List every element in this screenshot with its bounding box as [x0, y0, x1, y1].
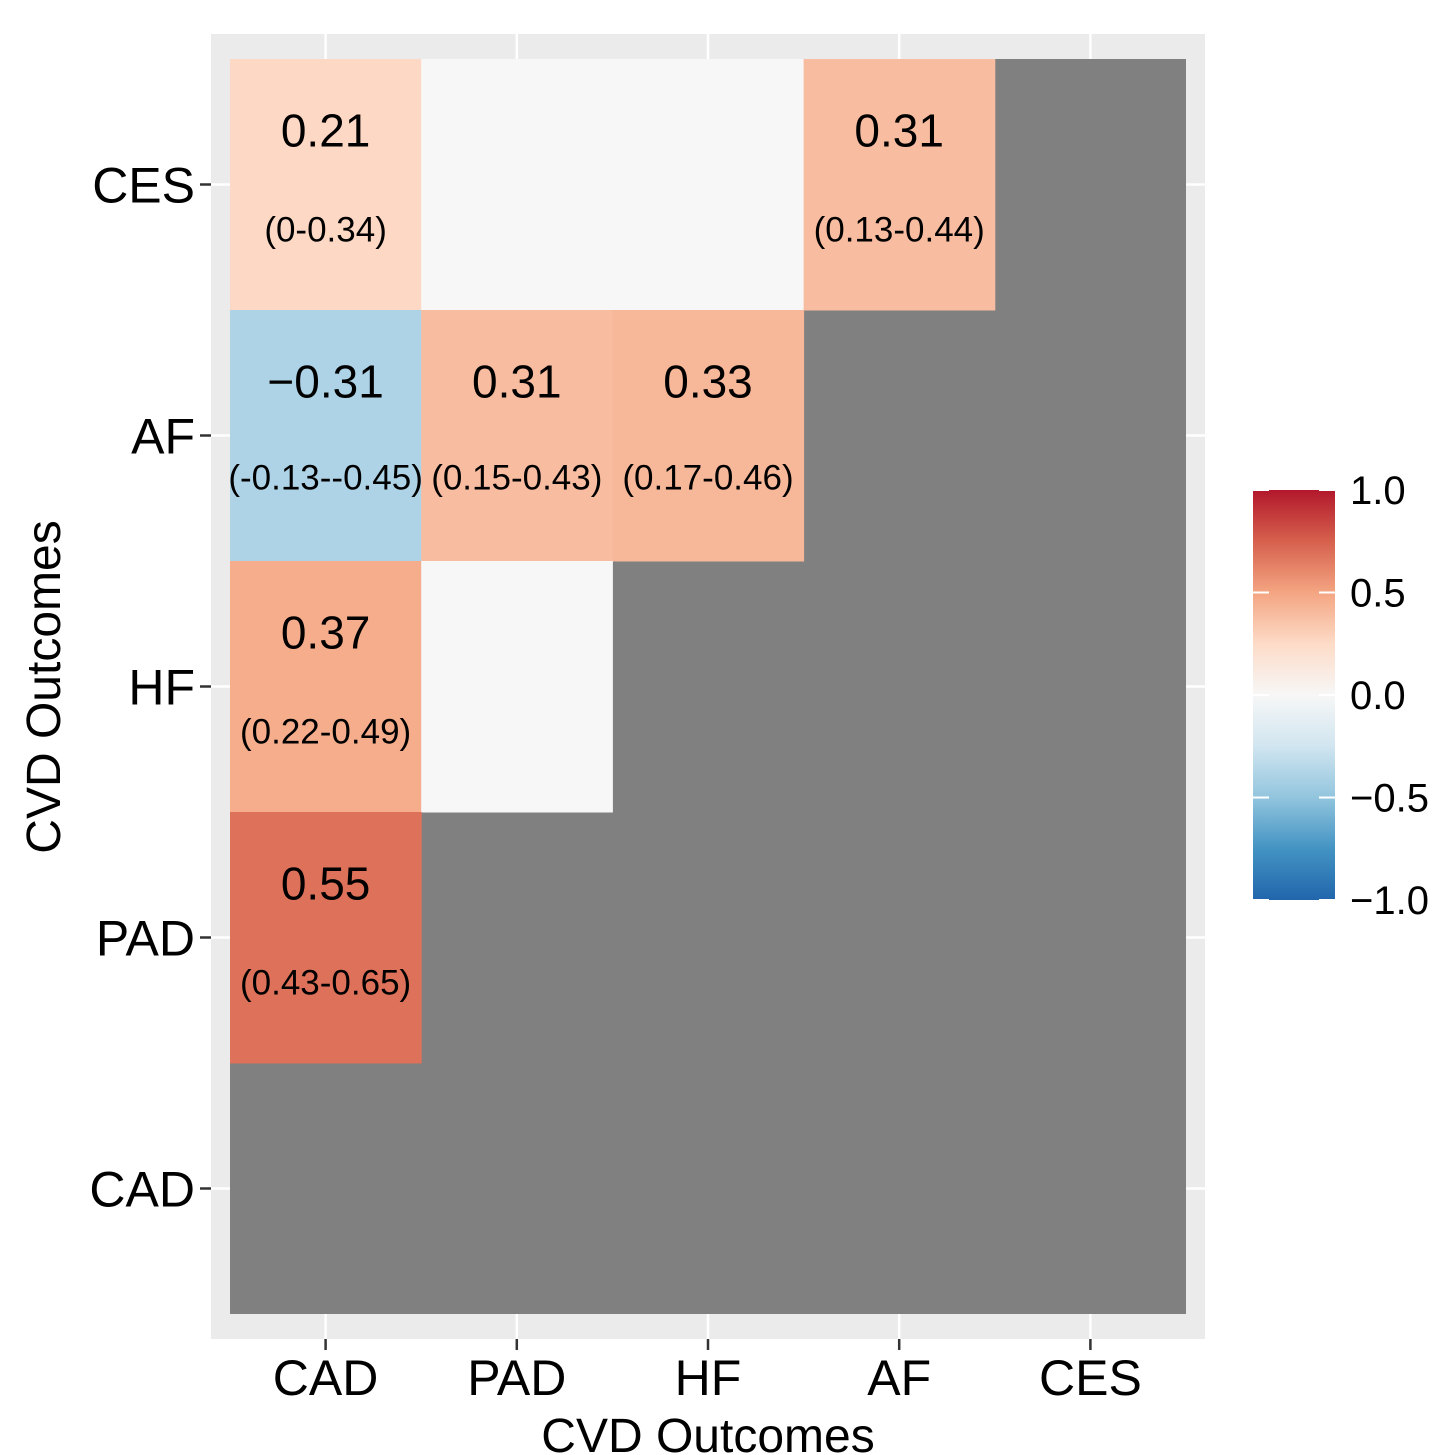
cell-value-label: 0.31	[472, 356, 562, 408]
x-axis: CAD PAD HF AF CES	[273, 1339, 1142, 1406]
y-tick-label: AF	[131, 409, 195, 465]
heatmap-cell-rect	[421, 59, 613, 311]
heatmap-cell-rect	[230, 812, 422, 1064]
heatmap-cell-rect	[421, 561, 613, 813]
y-tick-label: PAD	[96, 911, 195, 967]
x-tick-label: PAD	[467, 1350, 566, 1406]
heatmap-cell: 0.33 (0.17-0.46)	[612, 310, 805, 562]
cell-ci-label: (0.43-0.65)	[240, 964, 411, 1003]
heatmap-cell-rect	[230, 561, 422, 813]
y-tick-label: CAD	[89, 1162, 195, 1218]
x-tick-label: HF	[675, 1350, 742, 1406]
cell-ci-label: (0.13-0.44)	[814, 211, 985, 250]
cell-value-label: 0.21	[281, 105, 371, 157]
cell-value-label: 0.55	[281, 858, 371, 910]
cell-value-label: 0.33	[663, 356, 753, 408]
cell-ci-label: (0.15-0.43)	[431, 459, 602, 498]
cell-ci-label: (0.17-0.46)	[622, 459, 793, 498]
heatmap-cell-rect	[803, 59, 996, 311]
x-axis-title: CVD Outcomes	[541, 1410, 874, 1455]
x-tick-label: CAD	[273, 1350, 379, 1406]
cell-value-label: −0.31	[267, 356, 383, 408]
legend-ticks: 1.0 0.5 0.0 −0.5 −1.0	[1253, 469, 1429, 923]
heatmap-cell: 0.31 (0.15-0.43)	[421, 310, 613, 562]
y-tick-label: CES	[92, 158, 195, 214]
x-tick-label: AF	[867, 1350, 931, 1406]
cell-value-label: 0.37	[281, 607, 371, 659]
heatmap-cell-rect	[612, 310, 805, 562]
legend-label: 0.0	[1350, 674, 1406, 718]
y-axis: CAD PAD HF AF CES	[89, 158, 211, 1218]
y-axis-title: CVD Outcomes	[18, 520, 71, 853]
heatmap-cell: 0.37 (0.22-0.49)	[230, 561, 422, 813]
legend-label: 0.5	[1350, 572, 1406, 616]
heatmap-cell: −0.31 (-0.13--0.45)	[228, 310, 423, 562]
heatmap-cell-rect	[421, 310, 613, 562]
heatmap-cell: 0.31 (0.13-0.44)	[803, 59, 996, 311]
heatmap-cell-rect	[230, 59, 422, 311]
legend-label: −1.0	[1350, 879, 1429, 923]
heatmap-cell	[612, 59, 805, 311]
color-legend: 1.0 0.5 0.0 −0.5 −1.0	[1253, 469, 1429, 923]
heatmap-cell: 0.55 (0.43-0.65)	[230, 812, 422, 1064]
heatmap-cell-rect	[230, 310, 422, 562]
cell-value-label: 0.31	[854, 105, 944, 157]
heatmap-cells: 0.21 (0-0.34) 0.31 (0.13-0.44) −0.31 (-0.13--…	[228, 59, 996, 1064]
heatmap-cell: 0.21 (0-0.34)	[230, 59, 422, 311]
heatmap-cell	[421, 561, 613, 813]
legend-label: 1.0	[1350, 469, 1406, 513]
cell-ci-label: (0.22-0.49)	[240, 713, 411, 752]
legend-label: −0.5	[1350, 777, 1429, 821]
x-tick-label: CES	[1039, 1350, 1142, 1406]
y-tick-label: HF	[128, 660, 195, 716]
cell-ci-label: (0-0.34)	[264, 211, 387, 250]
heatmap-cell-rect	[612, 59, 805, 311]
heatmap-cell	[421, 59, 613, 311]
cell-ci-label: (-0.13--0.45)	[228, 459, 423, 498]
